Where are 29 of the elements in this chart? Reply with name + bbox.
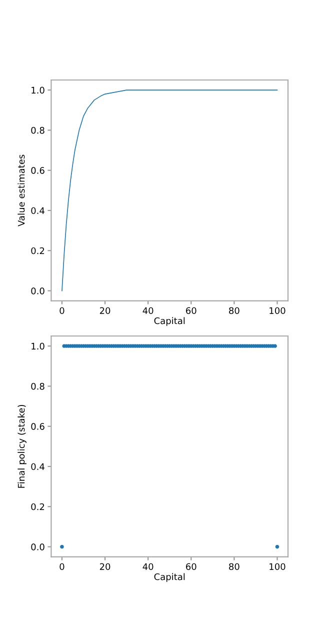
x-tick-label: 80 bbox=[229, 307, 240, 314]
x-tick-label: 60 bbox=[186, 563, 196, 570]
x-tick-label: 20 bbox=[100, 563, 110, 570]
line-series bbox=[62, 90, 278, 292]
y-tick-label: 1.0 bbox=[32, 342, 44, 350]
x-tick-label: 40 bbox=[142, 307, 154, 314]
y-tick-label: 0.0 bbox=[31, 287, 44, 294]
y-tick-label: 0.4 bbox=[31, 207, 44, 214]
y-tick-label: 0.8 bbox=[31, 126, 44, 134]
y-tick-label: 0.2 bbox=[31, 247, 44, 254]
x-axis-title: Capital bbox=[154, 317, 185, 326]
x-tick-label: 100 bbox=[270, 307, 286, 314]
x-tick-label: 0 bbox=[60, 307, 64, 314]
x-axis-title: Capital bbox=[154, 573, 185, 582]
y-tick-label: 0.6 bbox=[31, 423, 44, 430]
y-axis-title: Final policy (stake) bbox=[18, 404, 26, 488]
x-tick-label: 60 bbox=[186, 307, 196, 314]
y-tick-label: 0.6 bbox=[31, 167, 44, 174]
y-axis-title: Value estimates bbox=[18, 154, 25, 226]
y-tick-label: 1.0 bbox=[32, 86, 44, 94]
x-tick-label: 40 bbox=[142, 563, 154, 570]
y-tick-label: 0.0 bbox=[31, 543, 44, 550]
x-tick-label: 20 bbox=[100, 307, 110, 314]
x-tick-label: 80 bbox=[229, 563, 240, 570]
x-tick-label: 0 bbox=[60, 563, 64, 570]
y-tick-label: 0.8 bbox=[31, 382, 44, 390]
y-tick-label: 0.4 bbox=[31, 463, 44, 470]
x-tick-label: 100 bbox=[270, 563, 286, 570]
y-tick-label: 0.2 bbox=[31, 503, 44, 510]
